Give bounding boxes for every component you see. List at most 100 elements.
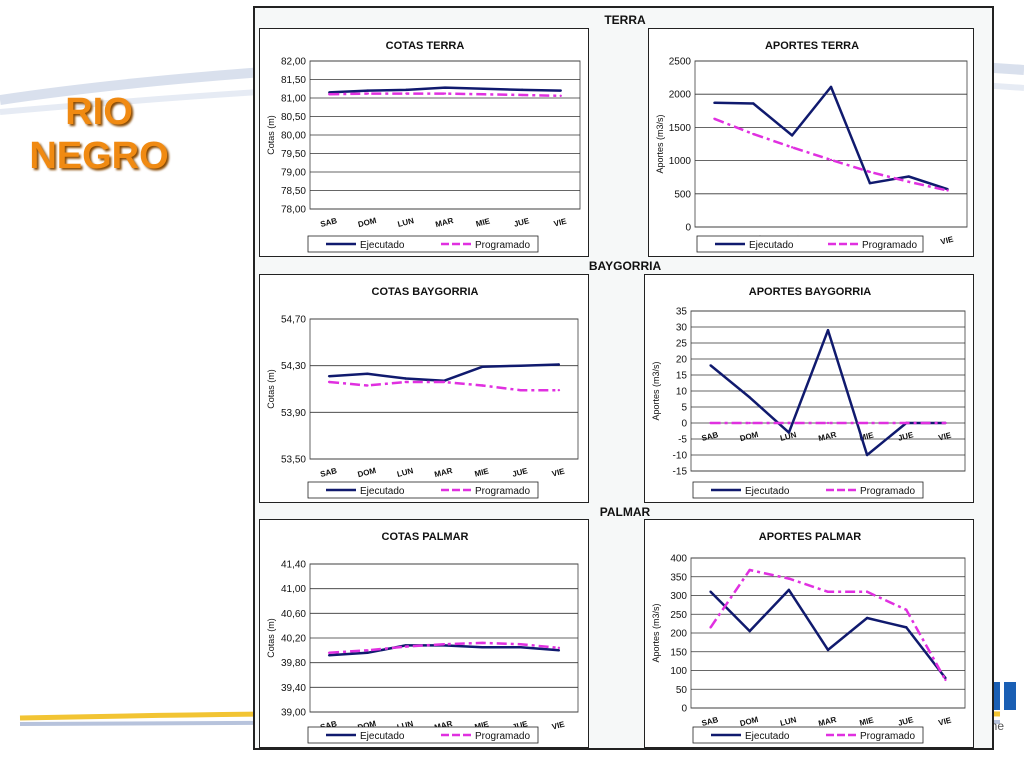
aportes-palmar-svg: APORTES PALMAR 0 50 100 150 200 250 300 350 400 SA…: [651, 531, 966, 744]
x-tick-label: MAR: [817, 715, 837, 728]
point-programado: [944, 421, 947, 425]
y-tick-label: 79,00: [281, 168, 306, 179]
y-axis-label: Aportes (m3/s): [655, 114, 665, 173]
y-tick-label: 78,50: [281, 186, 306, 197]
x-tick-label: SAB: [319, 466, 338, 479]
legend-label-ejecutado: Ejecutado: [360, 486, 405, 497]
y-tick-label: 5: [681, 403, 687, 414]
y-axis-label: Aportes (m3/s): [651, 361, 661, 420]
y-tick-label: 82,00: [281, 57, 306, 68]
point-programado: [366, 649, 369, 652]
point-programado: [327, 380, 331, 384]
chart-aportes-baygorria: APORTES BAYGORRIA -15 -10 -5 0 5 10 15 20 25 30 35 S…: [644, 274, 974, 503]
x-tick-label: DOM: [357, 216, 378, 229]
point-programado: [868, 170, 872, 174]
y-tick-label: 39,80: [281, 658, 306, 669]
point-ejecutado: [366, 372, 369, 376]
point-ejecutado: [905, 626, 908, 629]
point-ejecutado: [868, 181, 872, 185]
legend-box: [696, 235, 924, 253]
y-tick-label: 2500: [669, 57, 692, 68]
y-tick-label: 10: [676, 387, 688, 398]
legend-label-ejecutado: Ejecutado: [360, 731, 405, 742]
chart-cotas-terra: COTAS TERRA 78,00 78,50 79,00 79,50 80,00 80,5…: [259, 28, 589, 257]
legend: Ejecutado Programado: [307, 235, 539, 253]
legend-label-ejecutado: Ejecutado: [360, 240, 405, 251]
chart-title: APORTES BAYGORRIA: [749, 286, 872, 298]
legend-box: [307, 481, 539, 499]
y-tick-label: 250: [670, 610, 687, 621]
point-ejecutado: [748, 396, 751, 399]
legend-label-programado: Programado: [475, 240, 530, 251]
legend-label-programado: Programado: [860, 731, 915, 742]
x-tick-label: SAB: [319, 216, 338, 229]
aportes-baygorria-svg: APORTES BAYGORRIA -15 -10 -5 0 5 10 15 20 25 30 35 S…: [651, 286, 966, 499]
point-programado: [442, 380, 446, 384]
point-ejecutado: [327, 654, 331, 657]
x-tick-label: VIE: [551, 719, 566, 731]
point-programado: [366, 92, 370, 95]
point-ejecutado: [366, 89, 370, 92]
y-tick-label: 81,00: [281, 94, 306, 105]
x-tick-label: MAR: [817, 430, 837, 443]
point-programado: [519, 388, 522, 392]
x-tick-label: DOM: [739, 715, 760, 728]
point-programado: [405, 92, 408, 95]
x-tick-label: MIE: [474, 466, 491, 478]
x-tick-label: MIE: [475, 216, 492, 228]
y-tick-label: 39,40: [281, 683, 306, 694]
y-tick-label: 80,50: [281, 112, 306, 123]
chart-title: COTAS PALMAR: [382, 531, 469, 543]
point-programado: [787, 421, 791, 425]
legend: Ejecutado Programado: [307, 726, 539, 744]
legend-box: [692, 726, 924, 744]
x-tick-label: VIE: [940, 234, 955, 246]
y-tick-label: 200: [670, 629, 687, 640]
section-title-baygorria: BAYGORRIA: [588, 259, 662, 273]
legend-box: [307, 726, 539, 744]
legend-label-programado: Programado: [860, 486, 915, 497]
x-tick-label: JUE: [511, 466, 529, 479]
cotas-terra-svg: COTAS TERRA 78,00 78,50 79,00 79,50 80,00 80,5…: [266, 40, 581, 253]
point-ejecutado: [557, 363, 561, 366]
y-tick-label: 350: [670, 572, 687, 583]
legend: Ejecutado Programado: [692, 481, 924, 499]
y-tick-label: 0: [681, 419, 687, 430]
plot-area: [309, 318, 579, 460]
point-programado: [519, 642, 522, 646]
legend: Ejecutado Programado: [696, 235, 924, 253]
point-ejecutado: [787, 431, 791, 434]
point-programado: [557, 646, 561, 650]
y-tick-label: 40,60: [281, 609, 306, 620]
point-programado: [787, 577, 791, 580]
point-programado: [905, 608, 908, 611]
slide-title-line1: RIO: [65, 91, 133, 133]
point-programado: [482, 93, 485, 96]
point-ejecutado: [748, 629, 751, 633]
slide-title: RIO NEGRO: [14, 90, 184, 178]
y-tick-label: 20: [676, 355, 688, 366]
y-tick-label: 150: [670, 647, 687, 658]
legend-label-programado: Programado: [475, 486, 530, 497]
charts-frame: TERRA BAYGORRIA PALMAR COTAS TERRA 78,00 7…: [253, 6, 994, 750]
point-ejecutado: [404, 377, 407, 380]
cotas-palmar-svg: COTAS PALMAR 39,00 39,40 39,80 40,20 40,60 41,…: [266, 531, 579, 744]
aportes-terra-svg: APORTES TERRA05001000150020002500SABDOML…: [655, 40, 968, 253]
point-programado: [865, 421, 869, 425]
point-ejecutado: [520, 88, 524, 92]
y-tick-label: 78,00: [281, 205, 306, 216]
point-programado: [404, 645, 407, 648]
point-programado: [865, 590, 869, 593]
x-tick-label: DOM: [357, 466, 378, 479]
point-ejecutado: [907, 175, 910, 178]
chart-title: COTAS BAYGORRIA: [372, 286, 479, 298]
point-programado: [557, 388, 561, 392]
point-programado: [481, 641, 484, 645]
y-tick-label: 50: [676, 685, 688, 696]
y-tick-label: 30: [676, 323, 688, 334]
legend-label-programado: Programado: [475, 731, 530, 742]
x-tick-label: SAB: [701, 715, 720, 728]
point-ejecutado: [405, 88, 408, 92]
y-axis-label: Cotas (m): [266, 115, 276, 155]
point-programado: [713, 117, 716, 120]
